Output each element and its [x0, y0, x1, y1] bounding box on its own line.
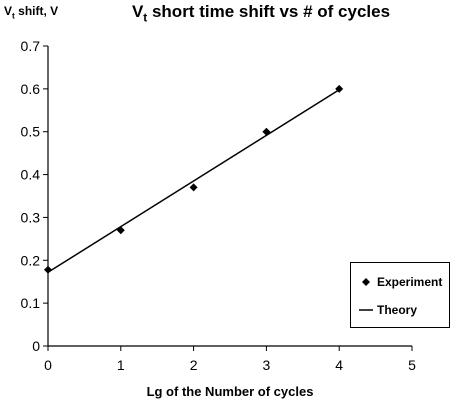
y-axis-label: Vt shift, V [4, 4, 59, 21]
x-tick-label: 2 [190, 357, 198, 373]
experiment-point [335, 84, 344, 93]
y-tick-label: 0.5 [21, 124, 41, 140]
x-ticks: 0 1 2 3 4 5 [44, 346, 416, 373]
y-tick-label: 0.2 [21, 252, 41, 268]
experiment-point [116, 226, 125, 235]
x-tick-label: 4 [335, 357, 343, 373]
legend-item-theory: Theory [359, 303, 417, 317]
x-tick-label: 3 [263, 357, 271, 373]
y-tick-label: 0.1 [21, 295, 41, 311]
x-axis-label: Lg of the Number of cycles [146, 384, 314, 399]
x-tick-label: 1 [117, 357, 125, 373]
y-tick-label: 0.7 [21, 38, 41, 54]
y-tick-label: 0.4 [21, 167, 41, 183]
experiment-point [189, 183, 198, 192]
x-tick-label: 5 [408, 357, 416, 373]
series-layer [44, 84, 344, 274]
chart-title: Vt short time shift vs # of cycles [131, 2, 391, 25]
legend: Experiment Theory [350, 262, 450, 328]
x-tick-label: 0 [44, 357, 52, 373]
y-ticks: 0 0.1 0.2 0.3 0.4 0.5 0.6 0.7 [21, 38, 48, 354]
legend-label-theory: Theory [377, 303, 418, 317]
legend-label-experiment: Experiment [377, 275, 443, 289]
y-tick-label: 0.6 [21, 81, 41, 97]
line-swatch-icon [359, 309, 373, 311]
y-tick-label: 0.3 [21, 209, 41, 225]
theory-line [47, 89, 340, 273]
diamond-marker-icon [362, 278, 370, 286]
legend-item-experiment: Experiment [359, 275, 442, 289]
experiment-point [44, 265, 52, 274]
y-tick-label: 0 [32, 338, 40, 354]
axes [47, 46, 412, 347]
experiment-point [262, 127, 271, 136]
